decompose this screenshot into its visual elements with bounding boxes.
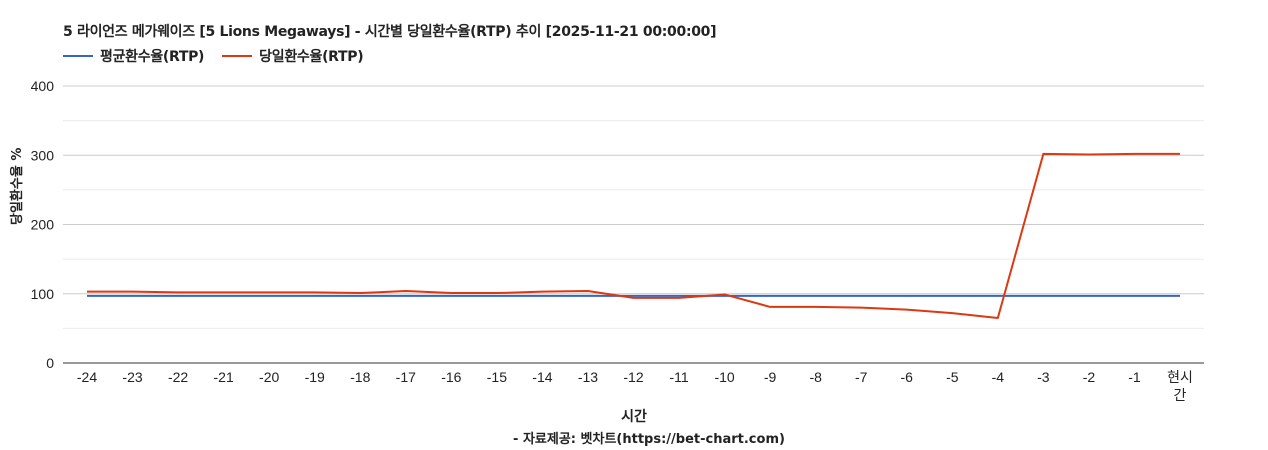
legend: 평균환수율(RTP) 당일환수율(RTP) (63, 46, 381, 66)
x-tick-label: -4 (992, 369, 1005, 385)
daily-rtp-line[interactable] (87, 152, 1180, 319)
legend-label-average: 평균환수율(RTP) (100, 49, 205, 65)
x-tick-label: -18 (350, 369, 370, 385)
y-axis-label: 당일환수율 % (10, 147, 25, 225)
x-tick-label: -12 (623, 369, 643, 385)
y-tick-label: 100 (31, 286, 55, 302)
y-tick-label: 300 (31, 147, 55, 163)
x-tick-label: -11 (669, 369, 688, 385)
x-tick-label: -6 (901, 369, 914, 385)
x-tick-label: -15 (487, 369, 507, 385)
x-tick-label: -14 (532, 369, 552, 385)
x-tick-label: -3 (1037, 369, 1050, 385)
legend-swatch-average (63, 55, 93, 57)
x-tick-label: -21 (214, 369, 234, 385)
legend-item-daily[interactable]: 당일환수율(RTP) (222, 46, 364, 66)
y-tick-label: 0 (46, 355, 54, 371)
x-tick-label: -10 (714, 369, 734, 385)
source-credit: - 자료제공: 벳차트(https://bet-chart.com) (513, 432, 785, 447)
x-tick-label: -24 (77, 369, 97, 385)
x-tick-label: -7 (855, 369, 868, 385)
legend-swatch-daily (222, 55, 253, 57)
x-tick-label: -13 (578, 369, 598, 385)
x-tick-label: -5 (946, 369, 959, 385)
y-tick-label: 200 (31, 217, 55, 233)
x-tick-label: -20 (259, 369, 279, 385)
x-tick-label: -2 (1083, 369, 1096, 385)
x-tick-label: 현시 간 (1167, 369, 1193, 403)
x-tick-label: -9 (764, 369, 777, 385)
chart-title: 5 라이언즈 메가웨이즈 [5 Lions Megaways] - 시간별 당일… (63, 24, 717, 40)
x-tick-label: -8 (809, 369, 822, 385)
legend-label-daily: 당일환수율(RTP) (259, 49, 364, 65)
x-tick-label: -16 (441, 369, 461, 385)
legend-item-average[interactable]: 평균환수율(RTP) (63, 46, 204, 66)
y-tick-label: 400 (31, 78, 55, 94)
x-tick-label: -17 (396, 369, 416, 385)
x-axis-label: 시간 (621, 409, 647, 425)
x-tick-label: -23 (122, 369, 142, 385)
x-tick-label: -22 (168, 369, 188, 385)
x-tick-label: -1 (1128, 369, 1141, 385)
x-tick-label: -19 (305, 369, 325, 385)
